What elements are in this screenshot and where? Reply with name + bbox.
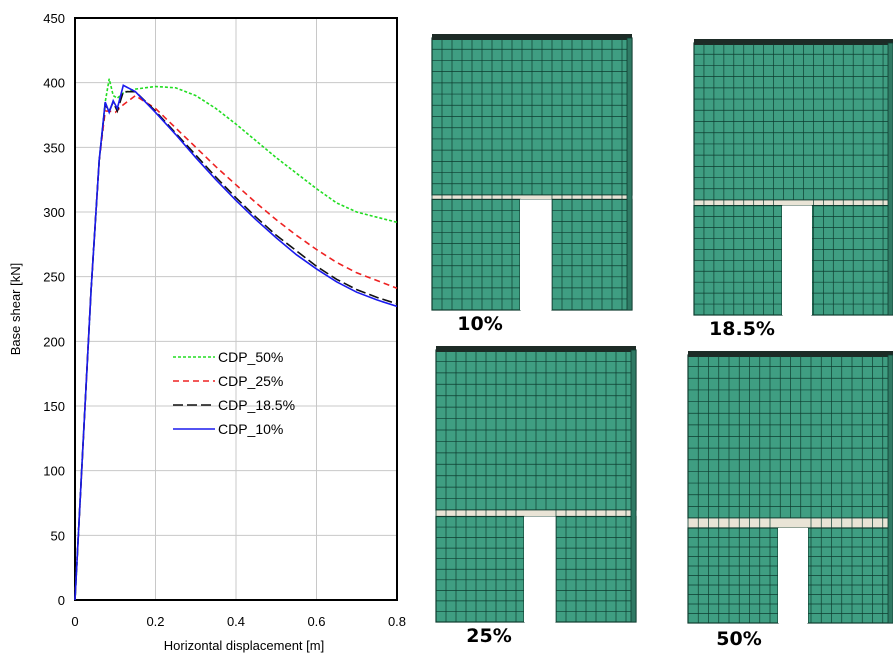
mesh-panel [431,34,633,311]
series-line-cdp-50- [74,78,398,601]
mesh-panel [693,39,893,316]
mesh-panel-label: 25% [466,625,512,647]
wall-side-edge [887,354,893,624]
legend-label: CDP_10% [218,421,283,437]
wall-top-edge [688,351,893,357]
mesh-panel-label: 18.5% [709,318,775,340]
opening [524,516,556,622]
x-tick-label: 0.2 [146,614,164,629]
mesh-panel-label: 50% [716,628,762,650]
mesh-panel [435,346,637,623]
y-tick-label: 200 [43,334,65,349]
wall-top-edge [432,34,632,40]
wall-top-edge [694,39,893,45]
wall-side-edge [626,37,633,311]
opening [520,199,552,310]
legend-label: CDP_18.5% [218,397,295,413]
y-tick-label: 50 [51,528,65,543]
opening [782,205,812,315]
x-tick-label: 0 [71,614,78,629]
y-tick-label: 0 [58,593,65,608]
x-axis-label: Horizontal displacement [m] [164,638,324,653]
wall-side-edge [630,349,637,623]
base-shear-chart: 0 50 100 150 200 250 300 350 400 450 0 0.2 0.4 0.6 0.8… [8,11,406,653]
plot-frame [74,17,398,601]
y-tick-label: 150 [43,399,65,414]
y-tick-label: 400 [43,76,65,91]
x-tick-label: 0.6 [307,614,325,629]
wall-top-edge [436,346,636,352]
y-tick-label: 350 [43,140,65,155]
legend-label: CDP_50% [218,349,283,365]
series-line-cdp-10- [74,84,398,601]
y-tick-label: 250 [43,270,65,285]
mesh-panel-label: 10% [457,313,503,335]
y-axis-label: Base shear [kN] [8,263,23,356]
y-tick-label: 450 [43,11,65,26]
legend-label: CDP_25% [218,373,283,389]
x-tick-label: 0.4 [227,614,245,629]
mesh-panel [687,351,893,624]
opening [778,528,808,623]
y-tick-label: 100 [43,464,65,479]
x-tick-label: 0.8 [388,614,406,629]
wall-side-edge [887,42,893,316]
y-tick-label: 300 [43,205,65,220]
